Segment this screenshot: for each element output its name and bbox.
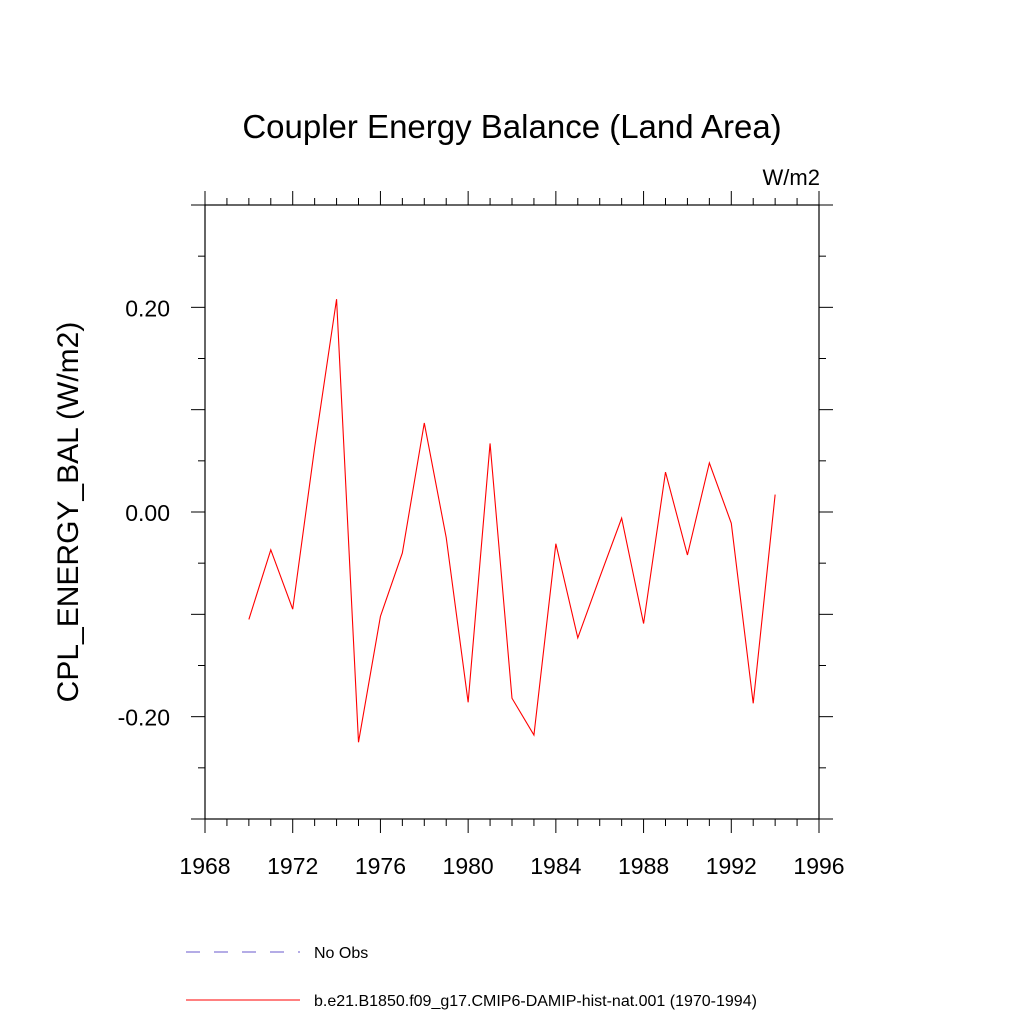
y-tick-label: 0.20 xyxy=(125,295,170,321)
x-tick-label: 1984 xyxy=(530,853,581,879)
legend-label: b.e21.B1850.f09_g17.CMIP6-DAMIP-hist-nat… xyxy=(314,993,757,1010)
series-line xyxy=(248,299,776,743)
x-tick-label: 1996 xyxy=(793,853,844,879)
y-tick-label: -0.20 xyxy=(118,705,170,731)
chart-title: Coupler Energy Balance (Land Area) xyxy=(242,108,781,145)
x-tick-label: 1968 xyxy=(179,853,230,879)
y-axis-label: CPL_ENERGY_BAL (W/m2) xyxy=(52,322,85,703)
x-tick-label: 1980 xyxy=(443,853,494,879)
series-layer xyxy=(248,299,776,743)
y-tick-label: 0.00 xyxy=(125,500,170,526)
units-label: W/m2 xyxy=(763,165,820,190)
legend-label: No Obs xyxy=(314,945,368,962)
x-tick-label: 1976 xyxy=(355,853,406,879)
x-tick-label: 1988 xyxy=(618,853,669,879)
y-axis: -0.20 0.00 0.20 xyxy=(118,204,833,820)
x-tick-label: 1992 xyxy=(706,853,757,879)
legend: No Obs b.e21.B1850.f09_g17.CMIP6-DAMIP-hi… xyxy=(186,945,757,1010)
x-tick-label: 1972 xyxy=(267,853,318,879)
x-axis: 1968 1972 1976 1980 1984 1988 1992 1996 xyxy=(179,191,845,879)
